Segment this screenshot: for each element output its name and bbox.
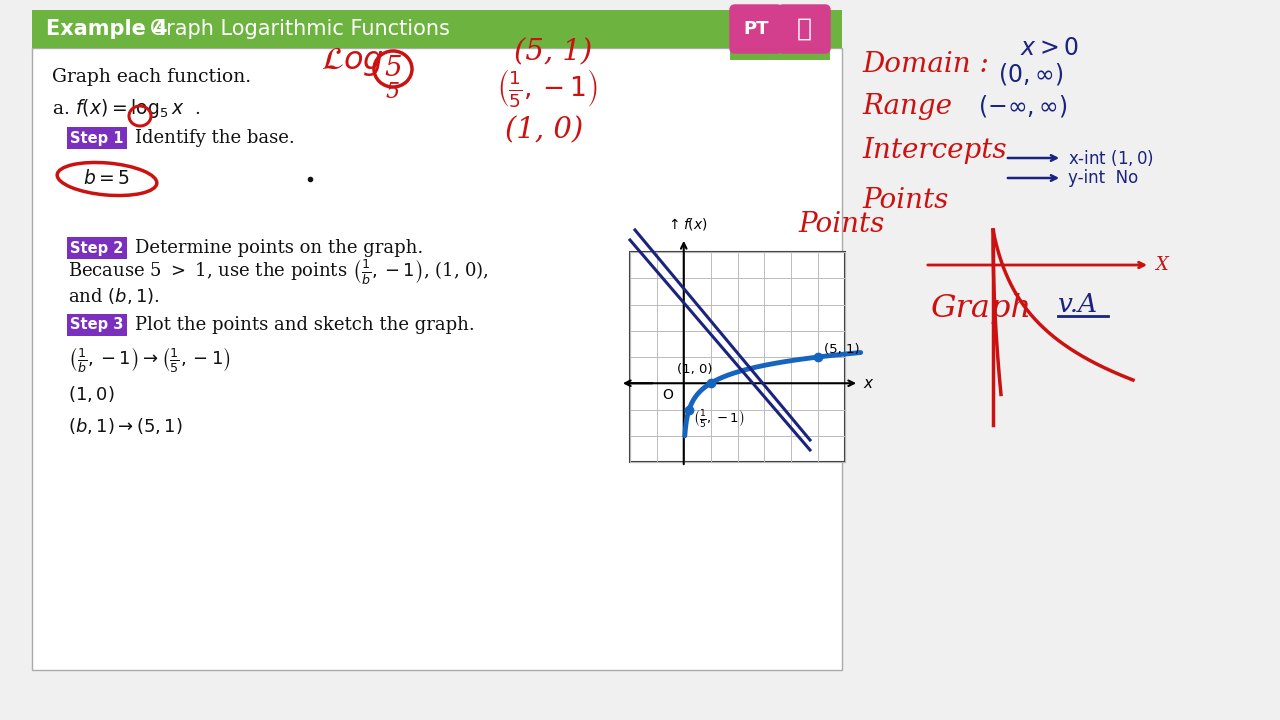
Text: (1, 0): (1, 0): [677, 363, 712, 376]
FancyBboxPatch shape: [731, 6, 781, 52]
Text: Domain :: Domain :: [861, 50, 989, 78]
Text: x-int $(1, 0)$: x-int $(1, 0)$: [1068, 148, 1155, 168]
Text: Because 5 $>$ 1, use the points $\left(\frac{1}{b}, -1\right)$, (1, 0),: Because 5 $>$ 1, use the points $\left(\…: [68, 258, 489, 287]
Text: Example 4: Example 4: [46, 19, 168, 39]
Text: $b = 5$: $b = 5$: [83, 168, 131, 187]
Text: $\left(\frac{1}{5}, -1\right)$: $\left(\frac{1}{5}, -1\right)$: [694, 408, 745, 431]
Text: Points: Points: [797, 212, 884, 238]
FancyBboxPatch shape: [67, 314, 127, 336]
Text: Step 2: Step 2: [70, 240, 124, 256]
Text: $x > 0$: $x > 0$: [1020, 36, 1079, 60]
Text: $(b, 1) \rightarrow (5, 1)$: $(b, 1) \rightarrow (5, 1)$: [68, 416, 183, 436]
Text: X: X: [1155, 256, 1167, 274]
Text: 5: 5: [387, 81, 401, 103]
Text: a. $f(x) = \log_5 x$  .: a. $f(x) = \log_5 x$ .: [52, 96, 200, 120]
Text: Intercepts: Intercepts: [861, 137, 1006, 163]
Text: v.A: v.A: [1059, 292, 1097, 318]
Text: Plot the points and sketch the graph.: Plot the points and sketch the graph.: [134, 316, 475, 334]
Text: O: O: [662, 388, 673, 402]
FancyBboxPatch shape: [730, 48, 829, 60]
Text: (1, 0): (1, 0): [506, 116, 584, 144]
Text: $(0,\infty)$: $(0,\infty)$: [998, 61, 1064, 87]
Text: $(-\infty,\infty)$: $(-\infty,\infty)$: [978, 93, 1068, 119]
FancyBboxPatch shape: [32, 48, 842, 670]
Text: $\mathcal{L}og$: $\mathcal{L}og$: [320, 45, 384, 78]
Text: Step 3: Step 3: [70, 318, 124, 333]
Text: and $(b, 1)$.: and $(b, 1)$.: [68, 286, 160, 306]
Text: Graph Logarithmic Functions: Graph Logarithmic Functions: [150, 19, 449, 39]
Text: (5, 1): (5, 1): [824, 343, 860, 356]
Text: $\left(\frac{1}{b}, -1\right) \rightarrow \left(\frac{1}{5}, -1\right)$: $\left(\frac{1}{b}, -1\right) \rightarro…: [68, 345, 232, 375]
Text: PT: PT: [744, 20, 769, 38]
Text: $(1, 0)$: $(1, 0)$: [68, 384, 115, 404]
Text: y-int  No: y-int No: [1068, 169, 1138, 187]
FancyBboxPatch shape: [67, 127, 127, 149]
Text: Graph: Graph: [931, 292, 1032, 323]
Text: $\uparrow f(x)$: $\uparrow f(x)$: [666, 216, 708, 232]
Text: Determine points on the graph.: Determine points on the graph.: [134, 239, 424, 257]
Text: Range: Range: [861, 92, 952, 120]
FancyBboxPatch shape: [630, 252, 845, 462]
Text: Graph each function.: Graph each function.: [52, 68, 251, 86]
Text: (5, 1): (5, 1): [515, 38, 593, 66]
Text: Identify the base.: Identify the base.: [134, 129, 294, 147]
FancyBboxPatch shape: [32, 10, 842, 48]
Text: Step 1: Step 1: [70, 130, 124, 145]
Text: ✋: ✋: [796, 17, 812, 41]
FancyBboxPatch shape: [780, 6, 829, 52]
Text: Points: Points: [861, 186, 948, 214]
Text: x: x: [863, 376, 872, 391]
Text: 5: 5: [384, 55, 402, 83]
Text: $\left(\frac{1}{5}, -1\right)$: $\left(\frac{1}{5}, -1\right)$: [497, 67, 598, 109]
FancyBboxPatch shape: [67, 237, 127, 259]
